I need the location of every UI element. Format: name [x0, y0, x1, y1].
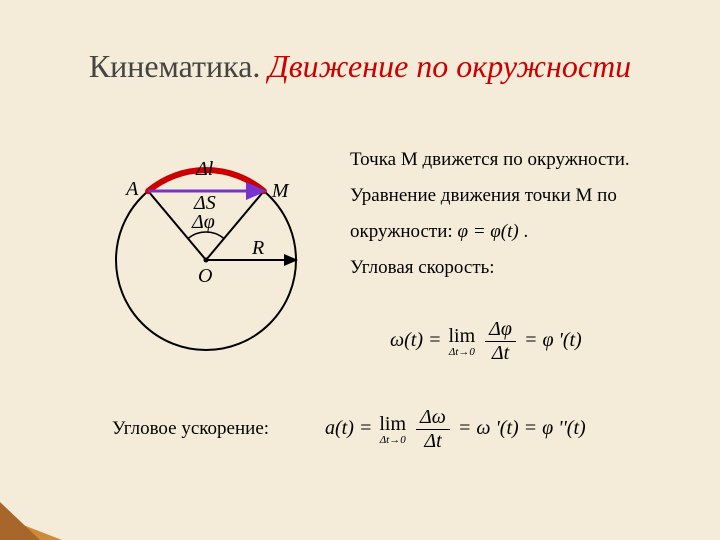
description-text: Точка М движется по окружности. Уравнени…	[350, 142, 700, 286]
title-part1: Кинематика.	[89, 48, 261, 84]
label-O: O	[198, 265, 212, 287]
text-line3: окружности: φ = φ(t) .	[350, 214, 700, 250]
limit-symbol: lim Δt→0	[449, 325, 476, 358]
angular-velocity-label: Угловая скорость:	[350, 250, 700, 286]
text-line2: Уравнение движения точки М по	[350, 178, 700, 214]
text-line1: Точка М движется по окружности.	[350, 142, 700, 178]
label-A: A	[124, 178, 139, 200]
equation-of-motion: φ = φ(t)	[457, 214, 518, 250]
fraction: Δω Δt	[416, 406, 450, 453]
title-part2: Движение по окружности	[268, 48, 631, 84]
label-R: R	[251, 237, 264, 259]
label-delta-phi: Δφ	[191, 211, 215, 233]
circle-diagram: AMORΔlΔSΔφ	[86, 130, 326, 370]
angular-accel-label: Угловое ускорение:	[112, 418, 269, 440]
slide: Кинематика. Движение по окружности A M O R Δ…	[0, 0, 720, 540]
fraction: Δφ Δt	[485, 318, 516, 365]
label-M: M	[271, 180, 290, 202]
limit-symbol: lim Δt→0	[379, 413, 406, 446]
slide-title: Кинематика. Движение по окружности	[0, 48, 720, 85]
label-delta-l: Δl	[195, 158, 214, 180]
center-point	[204, 258, 209, 263]
angular-velocity-formula: ω(t) = lim Δt→0 Δφ Δt = φ '(t)	[390, 318, 582, 365]
angular-accel-formula: a(t) = lim Δt→0 Δω Δt = ω '(t) = φ ''(t)	[325, 406, 586, 453]
corner-decoration	[0, 502, 78, 540]
